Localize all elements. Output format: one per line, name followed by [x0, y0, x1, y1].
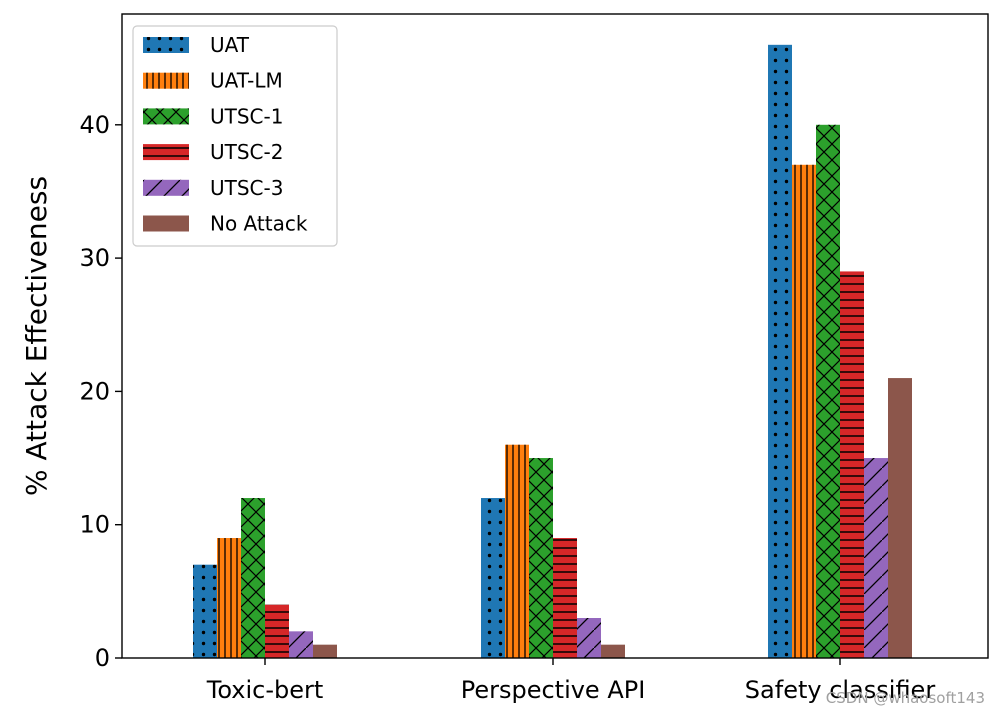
watermark: CSDN @whaosoft143	[826, 689, 985, 707]
bar-uat-lm-perspective-api-hatch	[505, 444, 529, 658]
bar-utsc-1-safety-classifier-hatch	[816, 124, 840, 659]
legend: UAT UAT-LM UTSC-1 UTSC-2 UTSC-3 No Attack	[132, 25, 338, 247]
legend-swatch-utsc-2-hatch	[143, 144, 189, 161]
bar-uat-lm-toxic-bert-hatch	[217, 538, 241, 658]
legend-label: UAT-LM	[210, 69, 283, 93]
y-tick-label: 20	[79, 377, 110, 405]
bar-utsc-2-toxic-bert-hatch	[265, 604, 289, 658]
bar-uat-perspective-api-hatch	[481, 498, 505, 658]
y-tick-label: 10	[79, 511, 110, 539]
legend-swatch-utsc-1-hatch	[143, 108, 189, 125]
bar-no-attack-perspective-api	[601, 644, 625, 658]
legend-swatch-uat-hatch	[143, 37, 189, 53]
bar-uat-safety-classifier-hatch	[768, 44, 792, 658]
legend-label: No Attack	[210, 212, 308, 236]
y-tick-label: 0	[95, 644, 110, 672]
y-tick-label: 30	[79, 244, 110, 272]
x-tick-label: Toxic-bert	[206, 676, 324, 704]
legend-swatch-utsc-3-hatch	[143, 179, 189, 196]
x-tick-label: Safety classifier	[745, 676, 936, 704]
legend-label: UTSC-3	[210, 176, 283, 200]
bar-utsc-3-toxic-bert-hatch	[289, 631, 313, 658]
legend-swatch-uat-lm-hatch	[143, 72, 189, 89]
bar-no-attack-toxic-bert	[313, 644, 337, 658]
y-axis-label: % Attack Effectiveness	[20, 176, 53, 496]
bar-no-attack-safety-classifier	[888, 378, 912, 658]
bar-utsc-2-safety-classifier-hatch	[840, 271, 864, 658]
legend-swatch-no-attack	[143, 215, 189, 232]
legend-label: UAT	[210, 33, 250, 57]
bar-utsc-1-toxic-bert-hatch	[241, 498, 265, 658]
legend-label: UTSC-1	[210, 104, 283, 128]
bar-utsc-2-perspective-api-hatch	[553, 538, 577, 658]
bar-group	[193, 44, 912, 659]
bar-utsc-3-perspective-api-hatch	[577, 618, 601, 658]
y-tick-label: 40	[79, 111, 110, 139]
bar-uat-toxic-bert-hatch	[193, 564, 217, 658]
bar-utsc-1-perspective-api-hatch	[529, 458, 553, 658]
x-tick-label: Perspective API	[461, 676, 646, 704]
bar-utsc-3-safety-classifier-hatch	[864, 458, 888, 658]
bar-uat-lm-safety-classifier-hatch	[792, 164, 816, 659]
x-axis: Toxic-bert Perspective API Safety classifi…	[206, 658, 936, 704]
legend-label: UTSC-2	[210, 140, 283, 164]
plot-frame	[121, 13, 989, 659]
y-axis: 0 10 20 30 40	[79, 111, 122, 672]
